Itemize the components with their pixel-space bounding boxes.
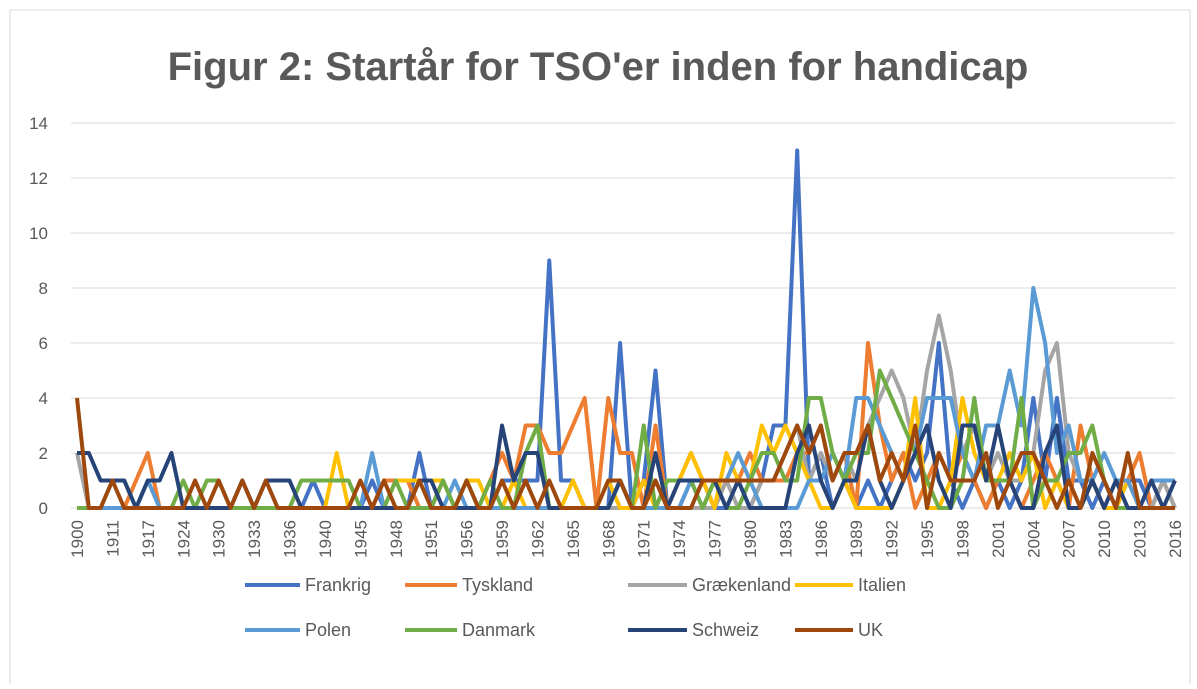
y-tick-label: 10 bbox=[29, 224, 48, 243]
chart-title: Figur 2: Startår for TSO'er inden for ha… bbox=[168, 45, 1029, 89]
x-tick-label: 1962 bbox=[528, 520, 547, 558]
x-tick-label: 1971 bbox=[635, 520, 654, 558]
x-tick-label: 1995 bbox=[918, 520, 937, 558]
x-tick-label: 1989 bbox=[847, 520, 866, 558]
x-tick-label: 1951 bbox=[422, 520, 441, 558]
series-line bbox=[75, 397, 1175, 510]
x-tick-label: 1956 bbox=[458, 520, 477, 558]
x-tick-label: 1900 bbox=[68, 520, 87, 558]
x-tick-label: 2010 bbox=[1095, 520, 1114, 558]
x-tick-label: 1998 bbox=[953, 520, 972, 558]
chart-frame bbox=[9, 9, 1191, 689]
x-tick-label: 1945 bbox=[351, 520, 370, 558]
x-tick-label: 2016 bbox=[1166, 520, 1185, 558]
x-tick-label: 1974 bbox=[670, 520, 689, 558]
legend-label: Italien bbox=[858, 575, 906, 595]
legend-label: Tyskland bbox=[462, 575, 533, 595]
x-tick-label: 1917 bbox=[139, 520, 158, 558]
x-tick-label: 1977 bbox=[706, 520, 725, 558]
y-tick-label: 6 bbox=[39, 334, 48, 353]
x-tick-label: 1959 bbox=[493, 520, 512, 558]
y-tick-label: 8 bbox=[39, 279, 48, 298]
x-tick-label: 1986 bbox=[812, 520, 831, 558]
legend-label: Polen bbox=[305, 620, 351, 640]
y-tick-label: 2 bbox=[39, 444, 48, 463]
legend-label: UK bbox=[858, 620, 883, 640]
x-tick-label: 1983 bbox=[776, 520, 795, 558]
legend-label: Schweiz bbox=[692, 620, 759, 640]
x-tick-label: 1965 bbox=[564, 520, 583, 558]
x-tick-label: 2007 bbox=[1060, 520, 1079, 558]
x-tick-label: 1940 bbox=[316, 520, 335, 558]
x-tick-label: 1933 bbox=[245, 520, 264, 558]
x-tick-label: 2004 bbox=[1024, 520, 1043, 558]
x-tick-label: 1968 bbox=[599, 520, 618, 558]
legend-label: Grækenland bbox=[692, 575, 791, 595]
x-tick-label: 2001 bbox=[989, 520, 1008, 558]
x-tick-label: 1911 bbox=[103, 520, 122, 557]
y-tick-label: 4 bbox=[39, 389, 48, 408]
y-tick-label: 0 bbox=[39, 499, 48, 518]
x-tick-label: 1936 bbox=[281, 520, 300, 558]
y-tick-label: 14 bbox=[29, 114, 48, 133]
x-tick-label: 1980 bbox=[741, 520, 760, 558]
x-tick-label: 1948 bbox=[387, 520, 406, 558]
x-tick-label: 1992 bbox=[883, 520, 902, 558]
legend-label: Frankrig bbox=[305, 575, 371, 595]
x-tick-label: 2013 bbox=[1131, 520, 1150, 558]
x-tick-label: 1924 bbox=[174, 520, 193, 558]
y-tick-label: 12 bbox=[29, 169, 48, 188]
x-tick-label: 1930 bbox=[210, 520, 229, 558]
legend-label: Danmark bbox=[462, 620, 536, 640]
